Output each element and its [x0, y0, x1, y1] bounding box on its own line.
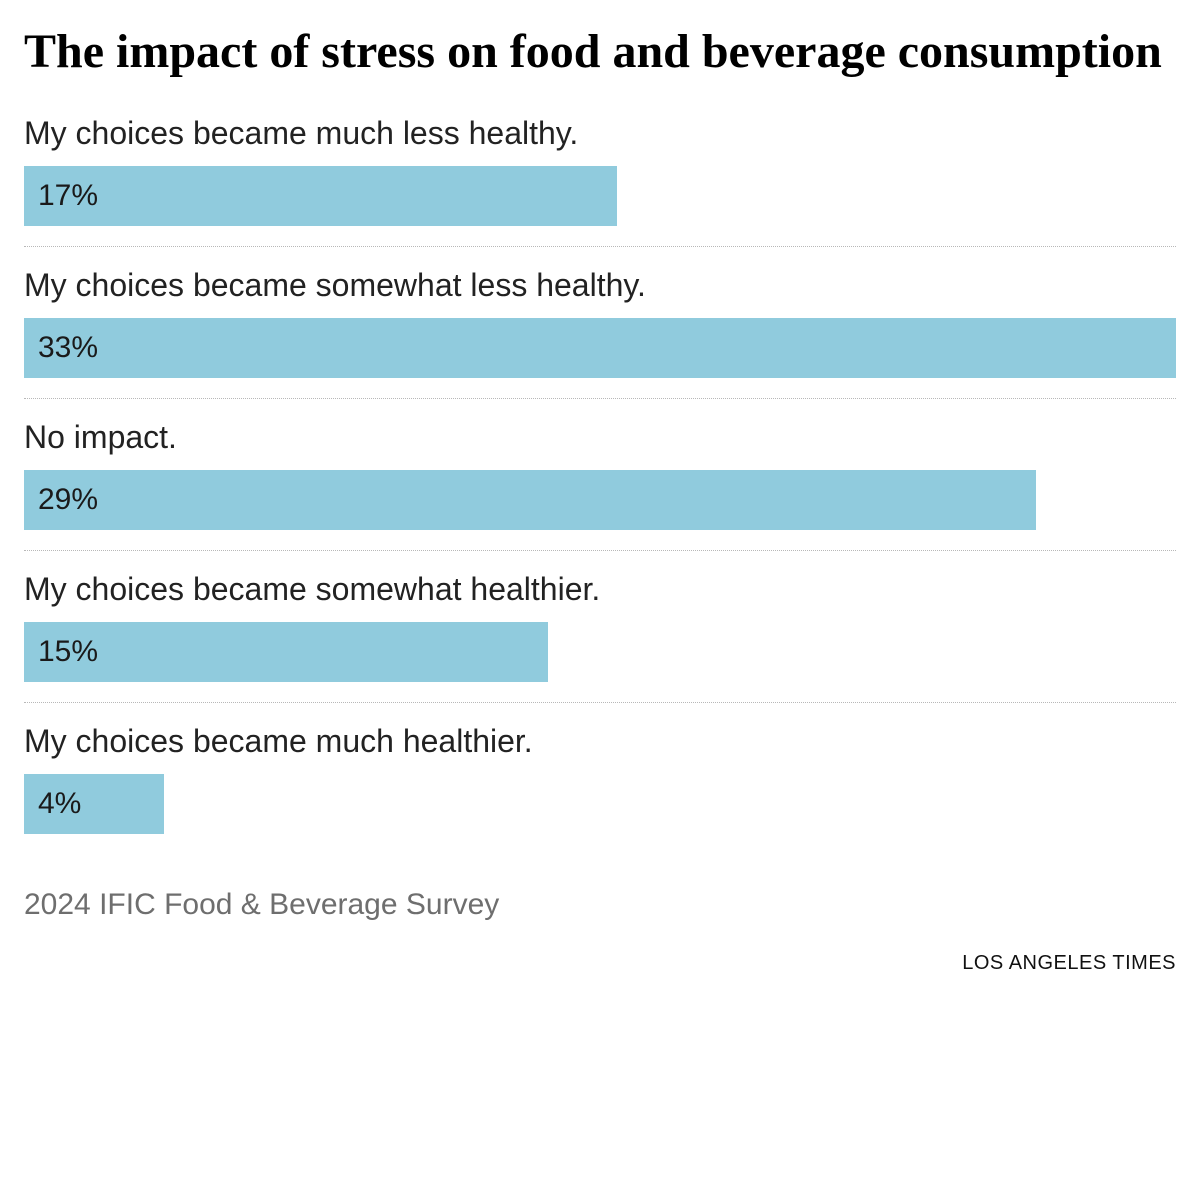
- bar-track: 33%: [24, 318, 1176, 398]
- bar-value: 33%: [38, 331, 98, 365]
- source-text: 2024 IFIC Food & Beverage Survey: [24, 888, 1176, 922]
- bar-fill: 29%: [24, 470, 1036, 530]
- bar-label: My choices became much less healthy.: [24, 115, 1176, 152]
- chart-title: The impact of stress on food and beverag…: [24, 24, 1176, 79]
- credit-text: LOS ANGELES TIMES: [24, 952, 1176, 975]
- bar-value: 17%: [38, 179, 98, 213]
- bar-row: My choices became much healthier. 4%: [24, 702, 1176, 854]
- chart-footer: 2024 IFIC Food & Beverage Survey LOS ANG…: [24, 888, 1176, 975]
- bar-value: 15%: [38, 635, 98, 669]
- bar-value: 4%: [38, 787, 81, 821]
- bar-label: My choices became somewhat less healthy.: [24, 267, 1176, 304]
- bar-track: 29%: [24, 470, 1176, 550]
- bar-row: My choices became somewhat healthier. 15%: [24, 550, 1176, 702]
- bar-label: My choices became much healthier.: [24, 723, 1176, 760]
- bar-track: 17%: [24, 166, 1176, 246]
- bar-row: My choices became somewhat less healthy.…: [24, 246, 1176, 398]
- bar-value: 29%: [38, 483, 98, 517]
- bar-fill: 15%: [24, 622, 548, 682]
- bar-row: My choices became much less healthy. 17%: [24, 115, 1176, 246]
- bar-track: 15%: [24, 622, 1176, 702]
- bar-track: 4%: [24, 774, 1176, 854]
- bar-fill: 33%: [24, 318, 1176, 378]
- bar-row: No impact. 29%: [24, 398, 1176, 550]
- bar-label: My choices became somewhat healthier.: [24, 571, 1176, 608]
- bar-rows: My choices became much less healthy.17%M…: [24, 115, 1176, 854]
- bar-fill: 4%: [24, 774, 164, 834]
- bar-label: No impact.: [24, 419, 1176, 456]
- bar-fill: 17%: [24, 166, 617, 226]
- chart-container: The impact of stress on food and beverag…: [0, 0, 1200, 1015]
